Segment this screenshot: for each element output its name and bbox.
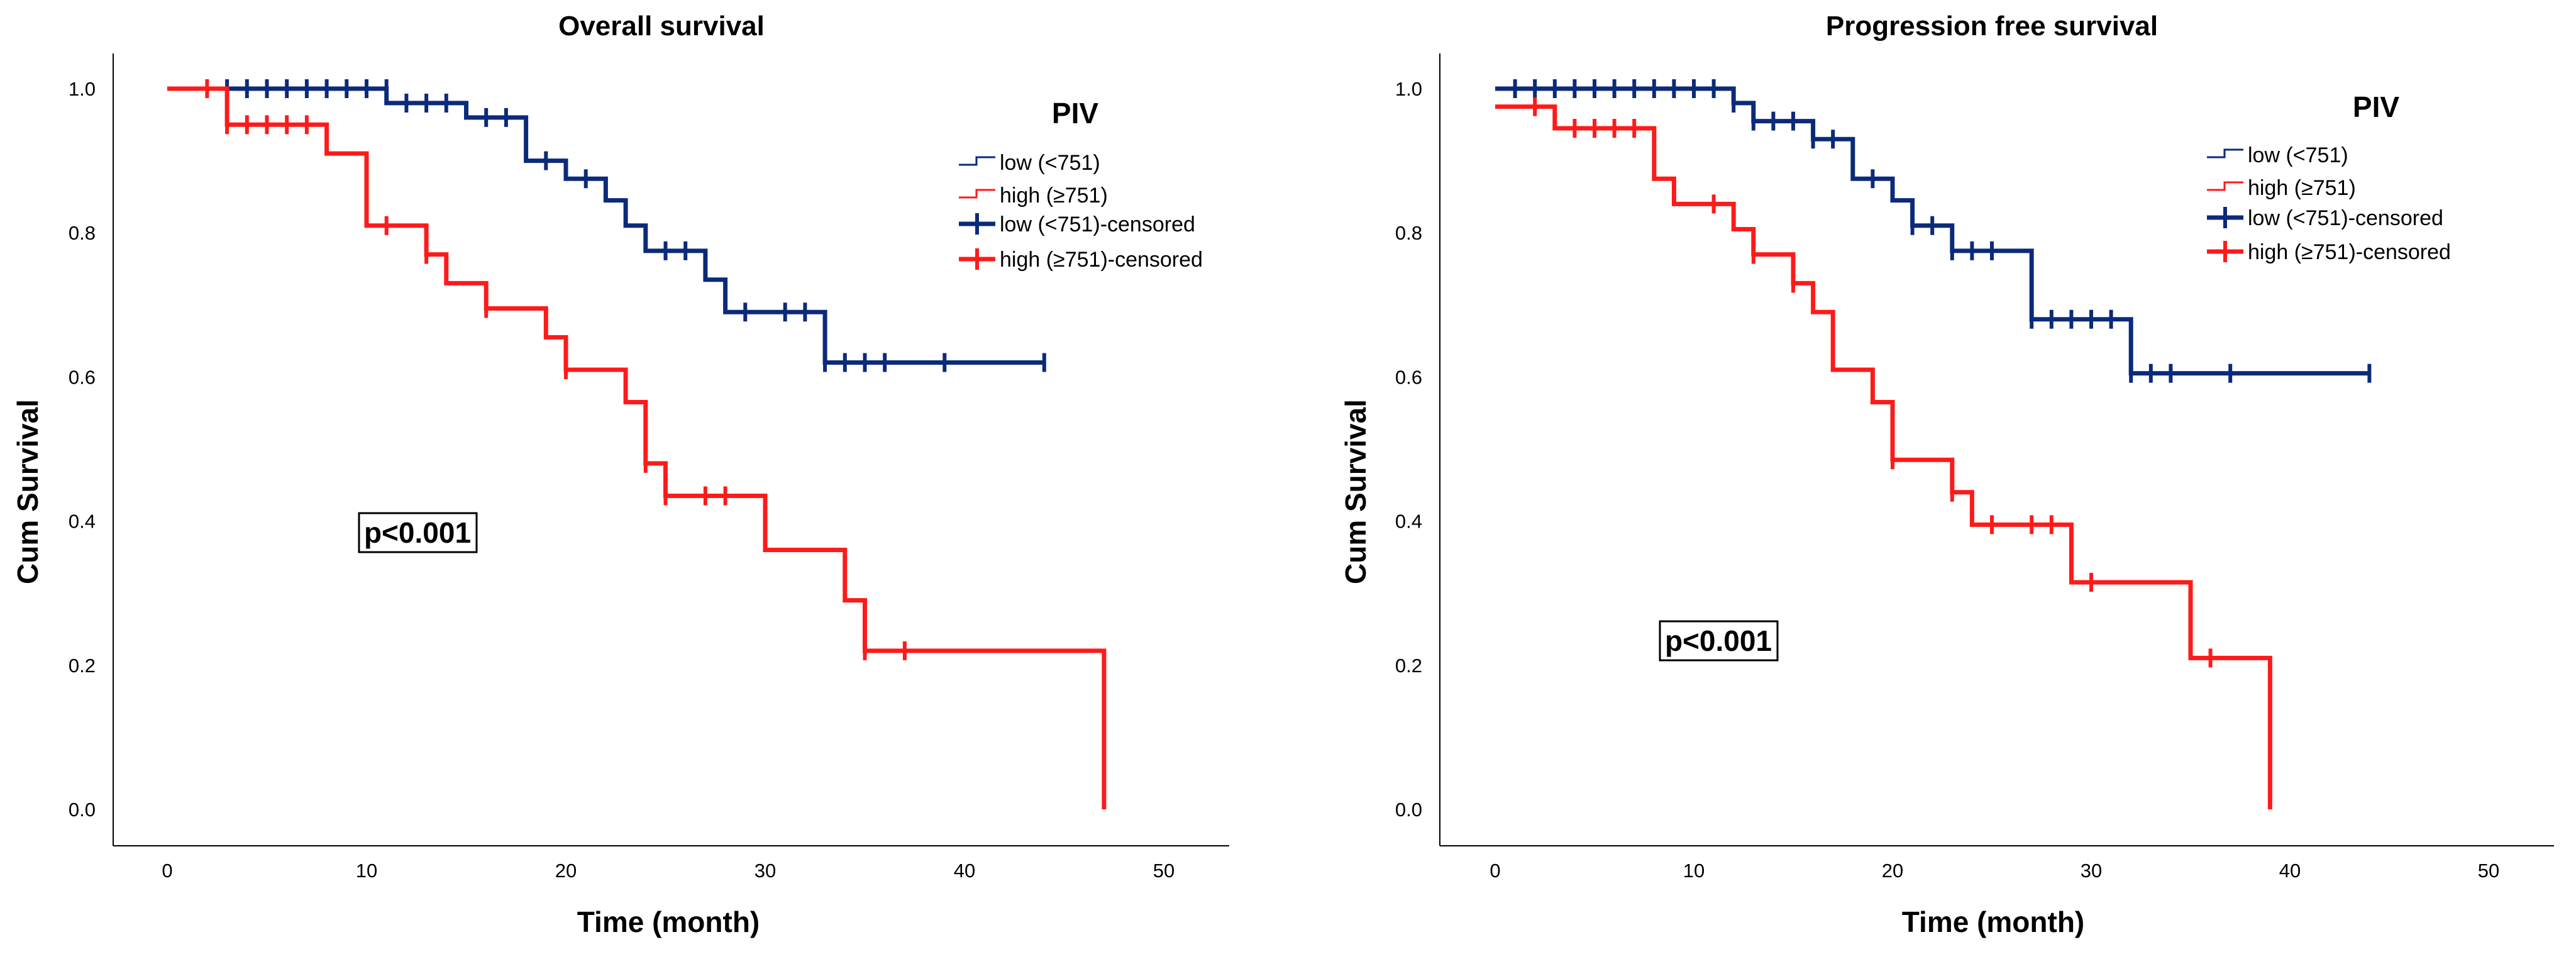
- x-tick-label: 10: [1683, 860, 1705, 882]
- legend-title: PIV: [1052, 97, 1098, 130]
- y-tick-label: 0.6: [69, 366, 96, 388]
- plot-area: [1495, 79, 2372, 809]
- legend-entry: high (≥751): [1000, 184, 1108, 208]
- legend-entry: low (<751)-censored: [1000, 213, 1195, 236]
- x-tick-label: 0: [162, 860, 172, 882]
- chart-title: Progression free survival: [1826, 11, 2158, 42]
- overall-survival-panel: Overall survival Cum Survival Time (mont…: [11, 11, 1229, 938]
- y-tick-label: 1.0: [69, 78, 96, 100]
- x-tick-label: 10: [356, 860, 377, 882]
- survival-curve-low: [167, 86, 1044, 365]
- legend-swatch-high: [959, 189, 995, 199]
- p-value-annotation: p<0.001: [358, 512, 478, 553]
- y-tick-label: 0.0: [69, 799, 96, 821]
- legend: PIV low (<751) high (≥751) low (<751)-ce…: [2207, 91, 2451, 264]
- x-tick-label: 50: [1153, 860, 1175, 882]
- x-tick-label: 0: [1490, 860, 1500, 882]
- legend-swatch-high: [2207, 181, 2243, 191]
- legend-swatch-low: [959, 156, 995, 166]
- chart-title: Overall survival: [558, 11, 765, 42]
- x-axis-label: Time (month): [577, 906, 760, 938]
- p-value-text: p<0.001: [1665, 624, 1772, 657]
- plot-area: [167, 79, 1107, 809]
- x-tick-label: 30: [2081, 860, 2102, 882]
- legend: PIV low (<751) high (≥751) low (<751)-ce…: [959, 97, 1203, 272]
- legend-entry: high (≥751): [2248, 176, 2356, 200]
- y-tick-label: 0.4: [1395, 511, 1422, 533]
- x-tick-label: 20: [555, 860, 577, 882]
- legend-entry: high (≥751)-censored: [1000, 248, 1203, 272]
- x-tick-label: 40: [954, 860, 975, 882]
- y-tick-label: 0.0: [1395, 799, 1422, 821]
- x-axis-label: Time (month): [1902, 906, 2084, 938]
- legend-title: PIV: [2353, 91, 2399, 123]
- y-tick-label: 1.0: [1395, 78, 1422, 100]
- p-value-box: [1659, 620, 1779, 662]
- y-tick-label: 0.8: [69, 222, 96, 244]
- p-value-box: [358, 512, 478, 553]
- legend-entry: low (<751)-censored: [2248, 206, 2443, 230]
- legend-swatch-low: [2207, 148, 2243, 158]
- y-axis-label: Cum Survival: [11, 399, 44, 584]
- y-tick-label: 0.6: [1395, 366, 1422, 388]
- legend-entry: high (≥751)-censored: [2248, 240, 2451, 264]
- progression-free-survival-panel: Progression free survival Cum Survival T…: [1339, 11, 2554, 938]
- survival-curve-low: [1495, 86, 2370, 376]
- legend-entry: low (<751): [2248, 143, 2348, 167]
- y-tick-label: 0.2: [1395, 655, 1422, 677]
- survival-curve-high: [167, 86, 1107, 809]
- legend-entry: low (<751): [1000, 151, 1100, 175]
- x-tick-label: 20: [1882, 860, 1903, 882]
- x-tick-label: 40: [2279, 860, 2301, 882]
- y-tick-label: 0.2: [69, 655, 96, 677]
- axis-ticks: 0 10 20 30 40 50 0.0 0.2 0.4 0.6 0.8 1.0: [69, 78, 1175, 882]
- x-tick-label: 50: [2478, 860, 2499, 882]
- y-axis-label: Cum Survival: [1339, 399, 1372, 584]
- axis-ticks: 0 10 20 30 40 50 0.0 0.2 0.4 0.6 0.8 1.0: [1395, 78, 2499, 882]
- y-tick-label: 0.8: [1395, 222, 1422, 244]
- y-tick-label: 0.4: [69, 511, 96, 533]
- p-value-annotation: p<0.001: [1659, 620, 1779, 662]
- survival-curve-high: [1495, 104, 2272, 809]
- p-value-text: p<0.001: [364, 516, 471, 549]
- x-tick-label: 30: [755, 860, 776, 882]
